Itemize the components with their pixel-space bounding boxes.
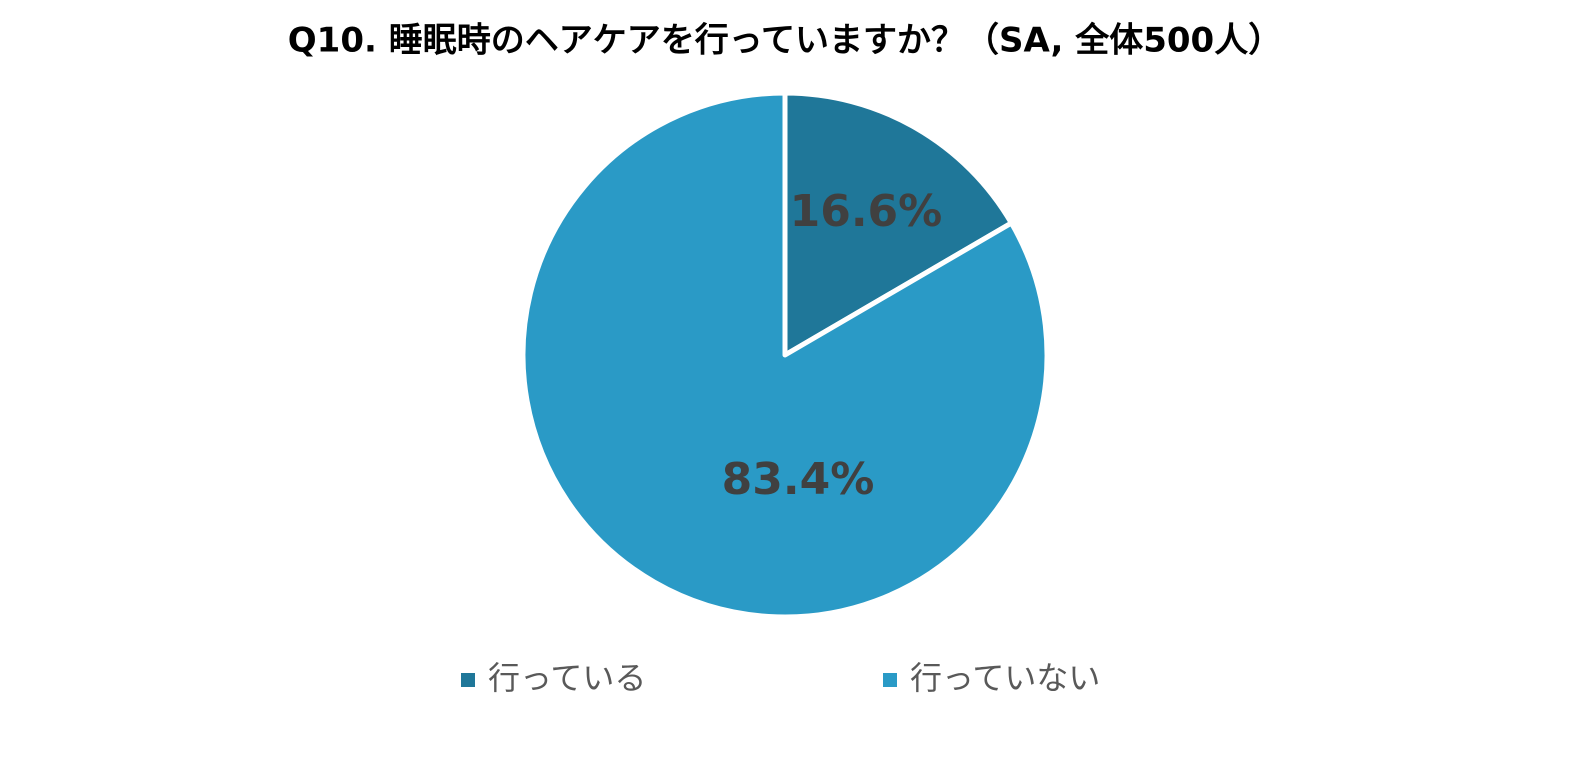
legend-swatch [461, 673, 475, 687]
data-label: 83.4% [722, 454, 875, 505]
pie-slice [520, 90, 1050, 620]
data-label: 16.6% [790, 186, 943, 237]
legend-label: 行っていない [910, 659, 1100, 697]
legend-swatch [883, 673, 897, 687]
legend-label: 行っている [488, 659, 646, 697]
chart-title: Q10. 睡眠時のヘアケアを行っていますか？（SA, 全体500人） [288, 21, 1282, 61]
pie-slice [782, 90, 1014, 358]
